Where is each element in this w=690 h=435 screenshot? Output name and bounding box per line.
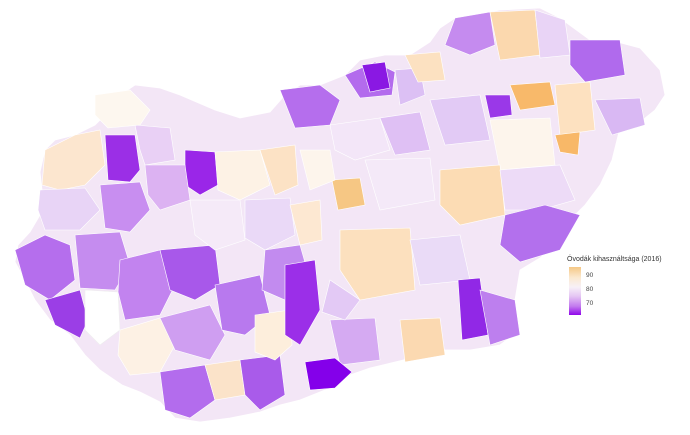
region [554,81,596,136]
region [44,289,89,339]
region [499,164,576,211]
region [159,304,226,361]
region [499,204,581,263]
region [299,149,336,191]
region [534,9,571,59]
legend-title: Óvodák kihasználtsága (2016) [567,256,662,263]
region [409,234,471,286]
region [189,199,246,251]
region [14,234,76,301]
map-legend: Óvodák kihasználtsága (2016) 90 80 70 [567,256,687,316]
region [104,134,141,183]
region [339,227,416,301]
region [429,94,491,146]
region [254,309,293,361]
region [484,94,513,119]
region [569,39,626,83]
region [439,164,506,226]
region [489,117,556,171]
region [361,61,391,93]
region [99,181,151,233]
region [479,289,521,346]
region [37,187,101,231]
region [379,111,431,156]
region [509,81,556,111]
region [594,97,646,136]
legend-tick-80: 80 [586,286,594,293]
legend-color-bar [569,267,581,315]
region [329,117,391,161]
region [244,197,296,251]
region [284,259,321,346]
region [304,357,353,391]
region [144,164,191,211]
region [159,244,221,301]
region [41,129,106,191]
region [364,157,436,211]
region [329,317,381,366]
region [444,11,496,56]
region [94,89,151,129]
region [159,364,216,419]
legend-tick-70: 70 [586,300,594,307]
region [279,84,341,129]
region [321,279,361,321]
region [259,144,299,196]
region [331,177,366,211]
region [134,124,176,166]
region [399,317,446,363]
region [404,51,446,83]
region [214,149,271,201]
region [289,199,323,246]
legend-tick-90: 90 [586,272,594,279]
region [554,131,581,156]
region [84,289,121,346]
